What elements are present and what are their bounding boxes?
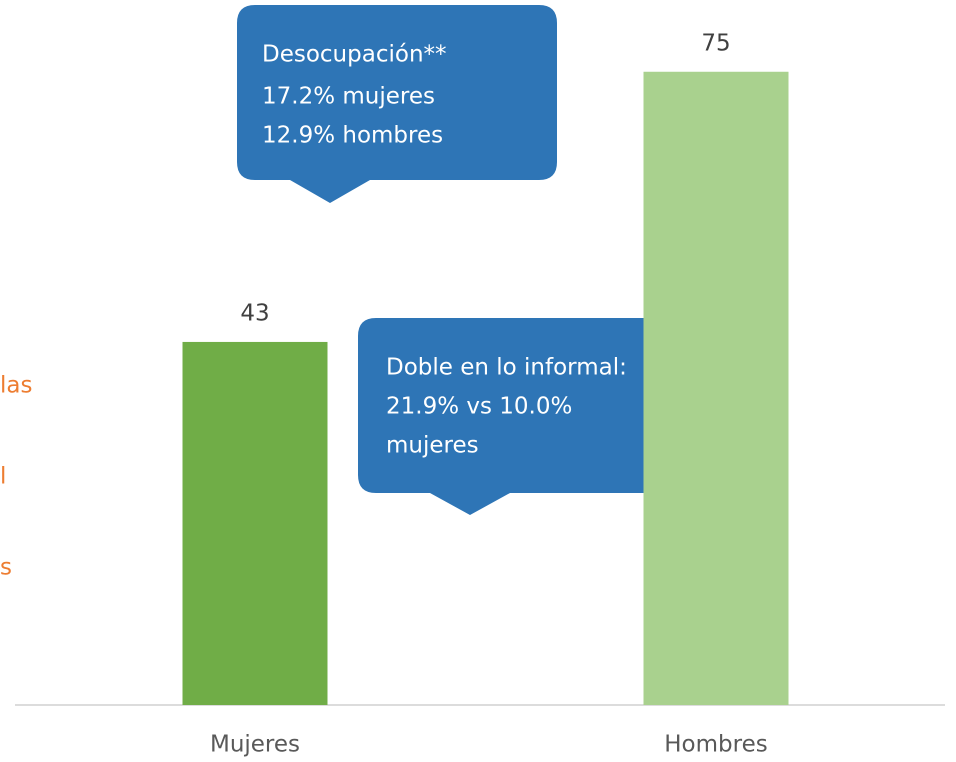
callout-text: 21.9% vs 10.0% — [386, 394, 572, 420]
bar — [643, 71, 789, 705]
callout-text: Doble en lo informal: — [386, 355, 627, 381]
side-text: s — [0, 555, 12, 581]
callout-text: mujeres — [386, 433, 479, 459]
side-text: l — [0, 464, 6, 490]
value-label: 43 — [240, 300, 269, 326]
side-text: las — [0, 373, 32, 399]
x-tick-label: Hombres — [664, 732, 767, 758]
callout-text: Desocupación** — [262, 42, 447, 68]
x-tick-label: Mujeres — [210, 732, 300, 758]
value-label: 75 — [701, 30, 730, 56]
callout-text: 17.2% mujeres — [262, 84, 435, 110]
callout-text: 12.9% hombres — [262, 123, 443, 149]
bar — [182, 341, 328, 705]
callout — [237, 5, 557, 203]
